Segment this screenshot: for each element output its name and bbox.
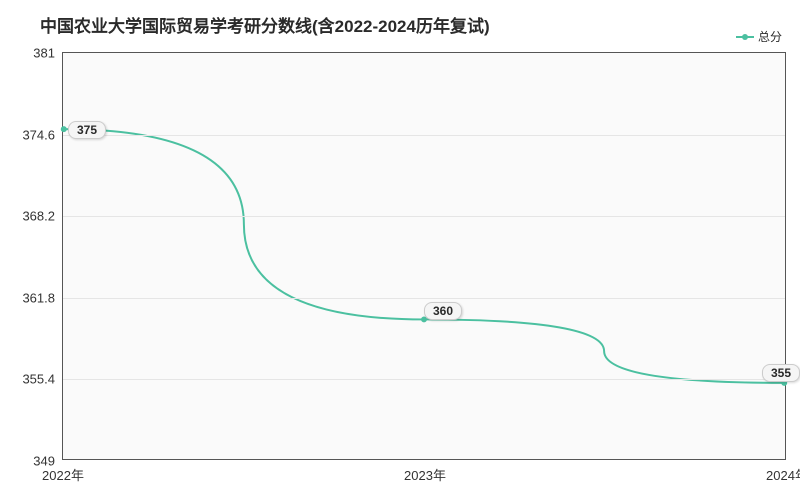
chart-title: 中国农业大学国际贸易学考研分数线(含2022-2024历年复试): [40, 12, 490, 37]
gridline: [63, 216, 785, 217]
line-path: [63, 53, 785, 459]
x-axis-tick: 2024年: [766, 465, 800, 484]
legend: 总分: [736, 28, 782, 45]
legend-dot-icon: [742, 34, 748, 40]
plot-area: 349355.4361.8368.2374.63812022年2023年2024…: [62, 52, 786, 460]
data-point-label: 375: [68, 121, 106, 139]
x-axis-tick: 2022年: [42, 465, 84, 484]
gridline: [63, 298, 785, 299]
y-axis-tick: 374.6: [22, 127, 55, 142]
gridline: [63, 379, 785, 380]
gridline: [63, 135, 785, 136]
y-axis-tick: 355.4: [22, 372, 55, 387]
line-chart: 中国农业大学国际贸易学考研分数线(含2022-2024历年复试) 总分 3493…: [0, 0, 800, 500]
data-point-label: 360: [424, 302, 462, 320]
y-axis-tick: 368.2: [22, 209, 55, 224]
data-point-marker: [61, 126, 67, 132]
data-point-label: 355: [762, 364, 800, 382]
legend-line-icon: [736, 36, 754, 38]
y-axis-tick: 361.8: [22, 290, 55, 305]
x-axis-tick: 2023年: [404, 465, 446, 484]
legend-label: 总分: [758, 28, 782, 45]
y-axis-tick: 381: [33, 46, 55, 61]
